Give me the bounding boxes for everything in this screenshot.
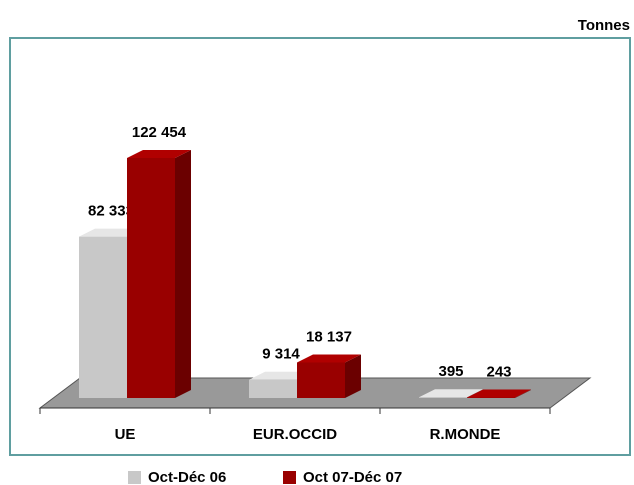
frame bbox=[9, 37, 631, 456]
value-label: 243 bbox=[486, 363, 511, 380]
bar-face bbox=[127, 158, 175, 398]
x-tick-label: UE bbox=[115, 426, 136, 443]
bar-face bbox=[467, 389, 531, 398]
bar-face bbox=[419, 397, 467, 398]
value-label: 82 333 bbox=[88, 203, 134, 220]
value-label: 395 bbox=[438, 363, 463, 380]
bar-face bbox=[127, 150, 191, 158]
value-label: 18 137 bbox=[306, 328, 352, 345]
bar-face bbox=[175, 150, 191, 398]
bar-face bbox=[345, 354, 361, 398]
bar bbox=[127, 150, 191, 398]
bar-face bbox=[419, 389, 483, 398]
legend-label: Oct-Déc 06 bbox=[148, 469, 226, 485]
bar-face bbox=[249, 379, 297, 398]
bar-face bbox=[297, 354, 361, 363]
value-label: 9 314 bbox=[262, 346, 300, 363]
bar-face bbox=[79, 236, 127, 398]
bar bbox=[297, 354, 361, 398]
unit-label: Tonnes bbox=[578, 17, 630, 34]
value-label: 122 454 bbox=[132, 124, 187, 141]
legend-swatch bbox=[128, 471, 141, 484]
legend-swatch bbox=[283, 471, 296, 484]
bar-face bbox=[515, 389, 531, 398]
legend-label: Oct 07-Déc 07 bbox=[303, 469, 402, 485]
x-tick-label: EUR.OCCID bbox=[253, 426, 337, 443]
bar-face bbox=[297, 362, 345, 398]
bar bbox=[467, 389, 531, 398]
x-tick-label: R.MONDE bbox=[430, 426, 501, 443]
